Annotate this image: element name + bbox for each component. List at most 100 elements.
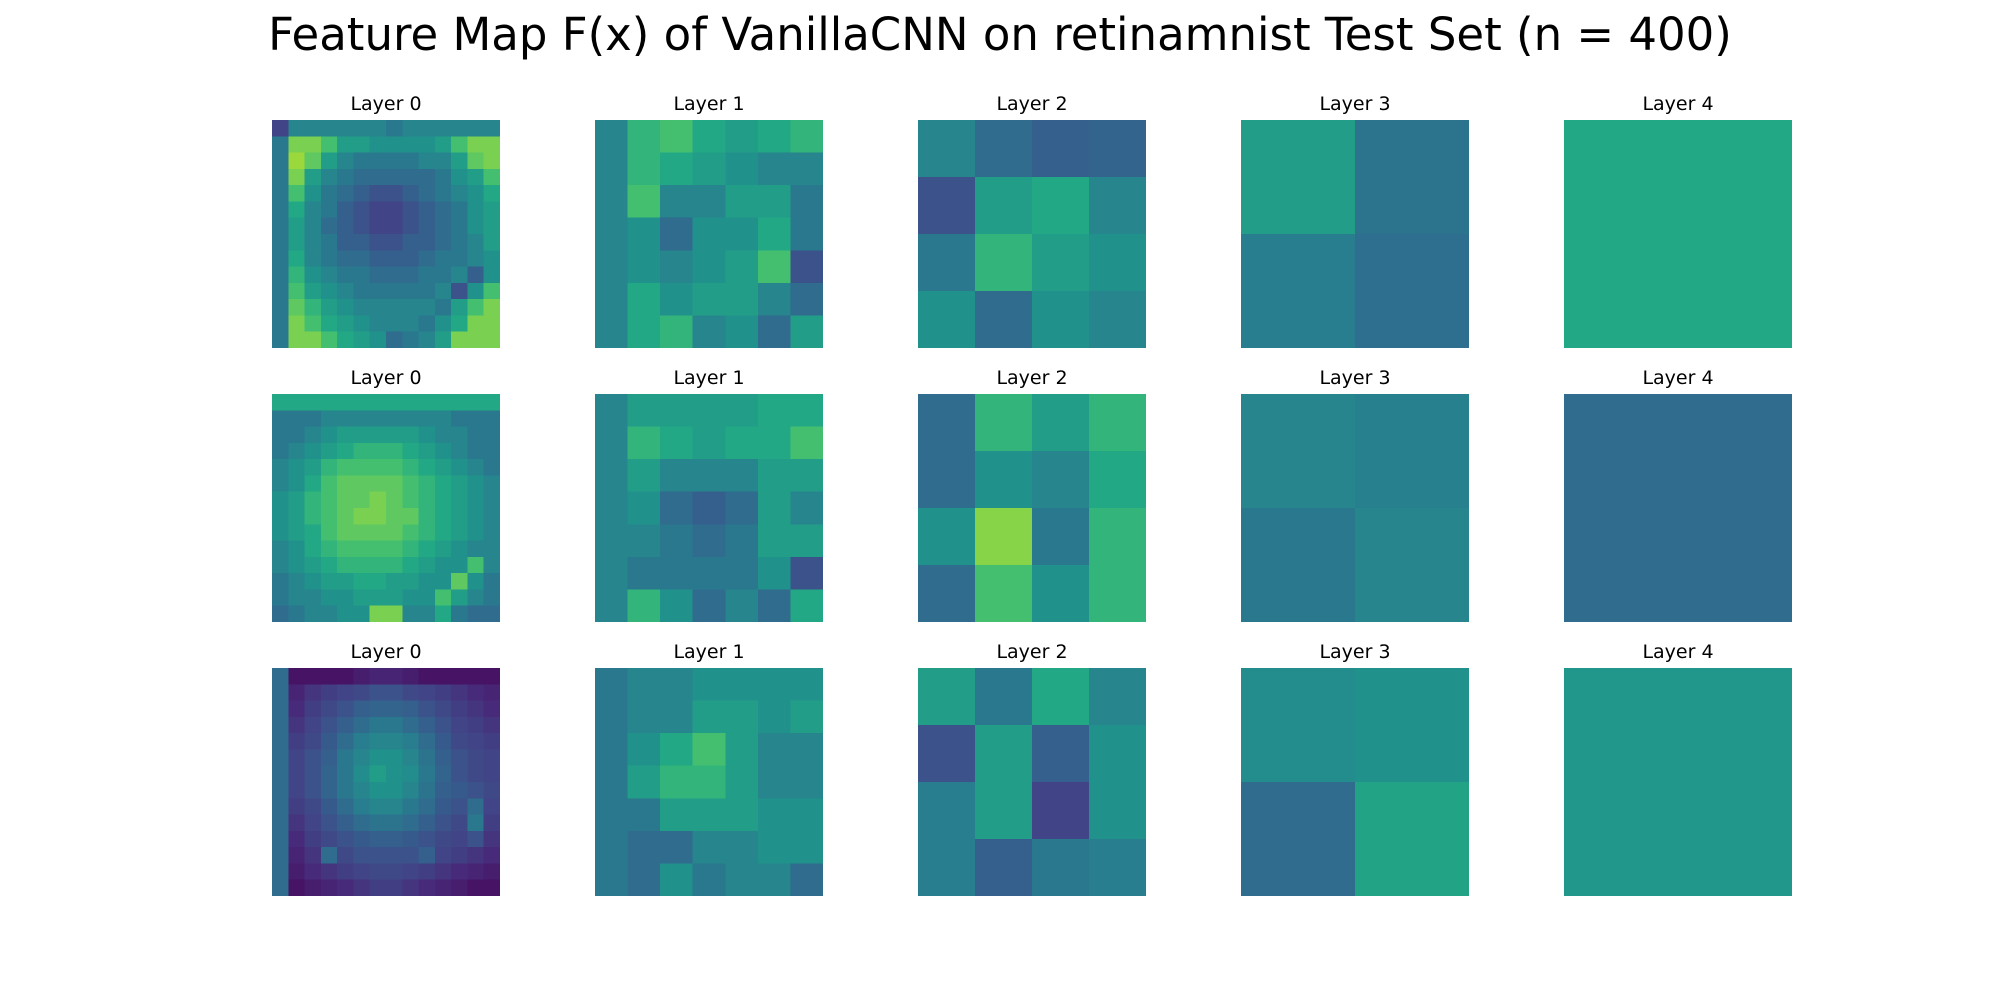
heatmap-cell xyxy=(320,863,338,881)
heatmap-panel-r1-layer0: Layer 0 xyxy=(272,93,500,348)
heatmap-cell xyxy=(483,573,500,590)
heatmap-cell xyxy=(272,315,289,333)
heatmap-cell xyxy=(451,573,468,590)
heatmap-cell xyxy=(272,266,289,284)
heatmap-cell xyxy=(337,152,354,170)
heatmap-cell xyxy=(467,299,485,316)
heatmap-cell xyxy=(434,120,452,137)
heatmap-cell xyxy=(337,765,354,783)
heatmap-cell xyxy=(790,426,823,460)
heatmap-cell xyxy=(353,217,371,235)
heatmap-cell xyxy=(337,136,354,154)
heatmap-cell xyxy=(434,684,452,702)
heatmap-cell xyxy=(418,152,436,170)
heatmap-cell xyxy=(483,668,500,685)
heatmap-cell xyxy=(627,217,661,251)
heatmap-cell xyxy=(288,668,306,685)
heatmap-cell xyxy=(369,716,387,734)
heatmap-cell xyxy=(1089,508,1146,566)
heatmap-cell xyxy=(304,217,322,235)
heatmap-cell xyxy=(451,410,468,428)
heatmap-cell xyxy=(725,556,759,590)
heatmap-cell xyxy=(627,700,661,734)
heatmap-cell xyxy=(451,201,468,219)
heatmap-cell xyxy=(467,201,485,219)
heatmap-cell xyxy=(386,136,403,154)
heatmap-cell xyxy=(451,765,468,783)
heatmap-cell xyxy=(418,589,436,607)
heatmap-cell xyxy=(369,168,387,186)
heatmap-cell xyxy=(402,266,420,284)
heatmap-cell xyxy=(692,765,726,799)
heatmap-cell xyxy=(304,830,322,848)
heatmap-cell xyxy=(369,782,387,799)
heatmap-cell xyxy=(757,700,791,734)
heatmap-cell xyxy=(660,217,694,251)
heatmap-cell xyxy=(467,605,485,622)
heatmap-cell xyxy=(918,234,976,292)
heatmap-cell xyxy=(418,749,436,767)
heatmap-cell xyxy=(320,168,338,186)
heatmap-cell xyxy=(467,459,485,476)
heatmap-cell xyxy=(467,716,485,734)
heatmap-cell xyxy=(304,605,322,622)
heatmap-cell xyxy=(434,410,452,428)
heatmap-cell xyxy=(790,798,823,832)
heatmap-cell xyxy=(402,668,420,685)
heatmap-cell xyxy=(434,508,452,525)
heatmap-cell xyxy=(483,830,500,848)
heatmap-cell xyxy=(483,185,500,202)
heatmap-cell xyxy=(627,282,661,316)
heatmap-cell xyxy=(304,331,322,348)
heatmap-cell xyxy=(337,282,354,300)
heatmap-cell xyxy=(369,394,387,411)
heatmap-cell xyxy=(451,282,468,300)
heatmap-cell xyxy=(467,798,485,816)
heatmap-cell xyxy=(337,684,354,702)
heatmap-cell xyxy=(483,716,500,734)
heatmap-cell xyxy=(418,282,436,300)
heatmap-cell xyxy=(451,152,468,170)
heatmap-cell xyxy=(451,331,468,348)
heatmap-cell xyxy=(757,282,791,316)
heatmap-cell xyxy=(353,540,371,558)
heatmap-cell xyxy=(1032,508,1090,566)
heatmap-cell xyxy=(320,814,338,832)
heatmap-cell xyxy=(402,540,420,558)
heatmap-cell xyxy=(483,331,500,348)
heatmap-panel-r3-layer1: Layer 1 xyxy=(595,641,823,896)
heatmap-cell xyxy=(304,250,322,268)
heatmap xyxy=(272,668,500,896)
heatmap-cell xyxy=(757,589,791,622)
heatmap-cell xyxy=(386,863,403,881)
heatmap-cell xyxy=(451,459,468,476)
heatmap-cell xyxy=(1089,451,1146,509)
heatmap-cell xyxy=(288,814,306,832)
heatmap-cell xyxy=(434,814,452,832)
heatmap-cell xyxy=(272,250,289,268)
heatmap-cell xyxy=(790,459,823,493)
heatmap-cell xyxy=(467,331,485,348)
heatmap-cell xyxy=(320,765,338,783)
heatmap-cell xyxy=(975,234,1033,292)
heatmap-cell xyxy=(369,830,387,848)
heatmap-cell xyxy=(757,765,791,799)
heatmap-cell xyxy=(418,556,436,574)
heatmap-cell xyxy=(725,733,759,767)
heatmap-cell xyxy=(725,798,759,832)
heatmap-cell xyxy=(288,573,306,590)
heatmap-cell xyxy=(386,152,403,170)
heatmap-cell xyxy=(272,830,289,848)
heatmap-cell xyxy=(483,589,500,607)
heatmap-cell xyxy=(434,556,452,574)
heatmap-cell xyxy=(320,716,338,734)
heatmap-cell xyxy=(467,266,485,284)
heatmap xyxy=(595,120,823,348)
heatmap-cell xyxy=(418,217,436,235)
heatmap-cell xyxy=(402,556,420,574)
heatmap-cell xyxy=(369,508,387,525)
heatmap-cell xyxy=(467,700,485,718)
heatmap-cell xyxy=(692,491,726,525)
heatmap-cell xyxy=(304,201,322,219)
heatmap-cell xyxy=(386,410,403,428)
